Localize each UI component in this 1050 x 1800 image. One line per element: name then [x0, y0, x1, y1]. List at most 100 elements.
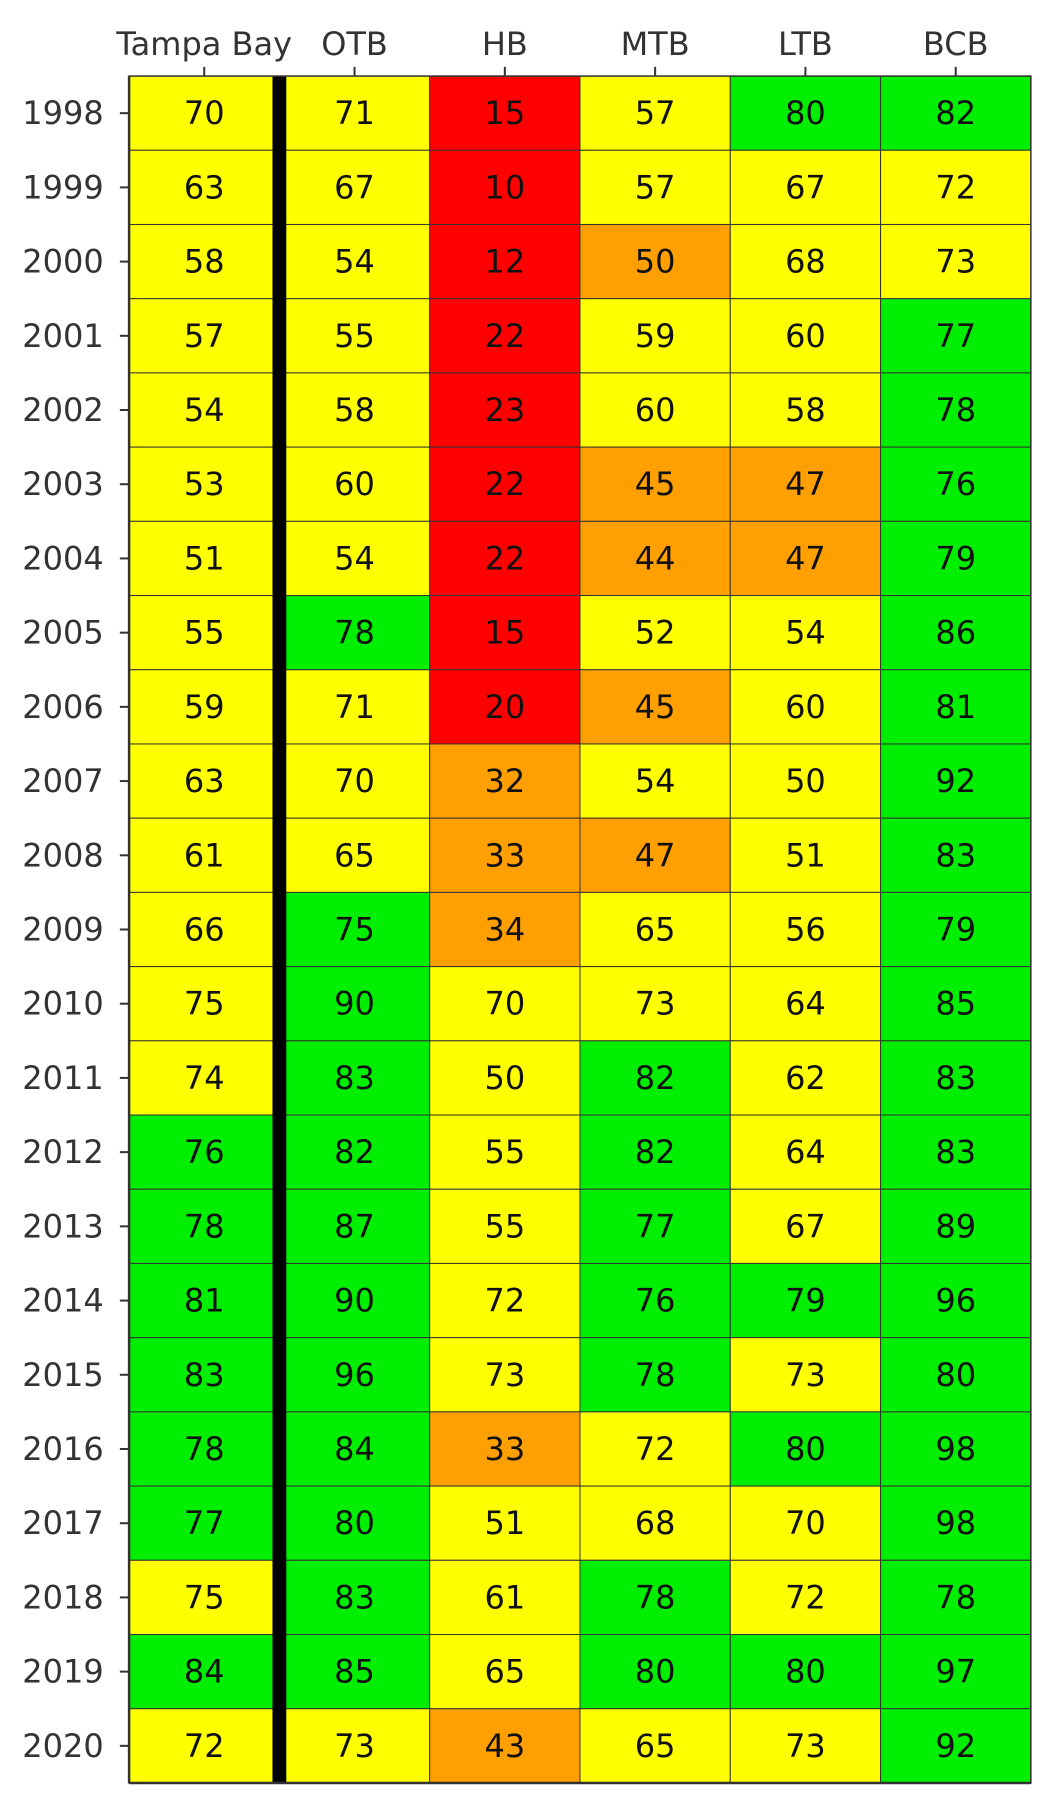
cell-value-label: 74 [184, 1059, 225, 1097]
heatmap-cell-2012-otb [278, 1114, 431, 1190]
heatmap-cell-2009-hb [429, 891, 581, 968]
heatmap-cell-2007-hb [429, 743, 581, 819]
cell-value-label: 75 [184, 1578, 225, 1616]
cell-value-label: 89 [935, 1207, 976, 1245]
cell-value-label: 55 [184, 614, 225, 652]
cell-value-label: 67 [785, 168, 826, 206]
cell-value-label: 83 [935, 1133, 976, 1171]
heatmap-cell-2006-bcb [880, 669, 1032, 745]
heatmap-cell-2017-tampa-bay [128, 1485, 280, 1561]
cell-value-label: 78 [635, 1356, 676, 1394]
heatmap-cell-1999-otb [278, 149, 431, 225]
cell-value-label: 79 [785, 1282, 826, 1320]
cell-value-label: 45 [635, 465, 676, 503]
cell-value-label: 79 [935, 911, 976, 949]
row-label-2011: 2011 [22, 1059, 103, 1097]
cell-value-label: 33 [484, 836, 525, 874]
heatmap-cell-1999-hb [429, 149, 581, 225]
cell-value-label: 63 [184, 762, 225, 800]
cell-value-label: 47 [635, 836, 676, 874]
chart-overlay [127, 75, 1032, 1785]
cell-value-label: 55 [484, 1133, 525, 1171]
row-label-2000: 2000 [22, 243, 103, 281]
cell-value-label: 53 [184, 465, 225, 503]
cell-value-label: 51 [785, 836, 826, 874]
cell-value-label: 85 [935, 985, 976, 1023]
heatmap-cell-2000-tampa-bay [128, 223, 280, 300]
heatmap-cell-2001-bcb [880, 298, 1032, 374]
row-labels: 1998 1999 2000 2001 2002 2003 2004 2005 2006 2007… [22, 94, 130, 1765]
cell-value-label: 44 [635, 539, 676, 577]
heatmap-cell-2019-mtb [579, 1634, 731, 1710]
heatmap-cell-2019-tampa-bay [128, 1634, 280, 1710]
cell-value-label: 22 [484, 539, 525, 577]
cell-value-label: 65 [635, 1727, 676, 1765]
heatmap-cell-2016-mtb [579, 1411, 731, 1487]
heatmap-cell-2015-ltb [729, 1337, 882, 1413]
heatmap-cell-1999-ltb [729, 149, 882, 225]
heatmap-cell-2011-hb [429, 1040, 581, 1116]
row-label-2014: 2014 [22, 1282, 103, 1320]
cell-value-label: 97 [935, 1653, 976, 1691]
column-labels: Tampa Bay OTB HB MTB LTB BCB [115, 25, 989, 77]
heatmap-cell-2016-bcb [880, 1411, 1032, 1487]
cell-value-label: 47 [785, 539, 826, 577]
heatmap-cells [128, 75, 1032, 1784]
heatmap-cell-2000-hb [429, 223, 581, 300]
heatmap-cell-1998-tampa-bay [128, 75, 280, 151]
heatmap-cell-2012-tampa-bay [128, 1114, 280, 1190]
row-label-2005: 2005 [22, 614, 103, 652]
cell-value-label: 79 [935, 539, 976, 577]
heatmap-cell-2008-hb [429, 817, 581, 893]
cell-value-label: 70 [484, 985, 525, 1023]
row-label-2012: 2012 [22, 1133, 103, 1171]
cell-value-label: 87 [334, 1207, 375, 1245]
heatmap-cell-2005-hb [429, 595, 581, 671]
cell-value-label: 65 [334, 836, 375, 874]
cell-value-label: 72 [935, 168, 976, 206]
cell-value-label: 20 [484, 688, 525, 726]
heatmap-cell-2010-mtb [579, 966, 731, 1042]
cell-value-label: 92 [935, 762, 976, 800]
heatmap-cell-2013-mtb [579, 1188, 731, 1264]
heatmap-cell-2018-tampa-bay [128, 1559, 280, 1636]
cell-value-label: 73 [785, 1356, 826, 1394]
heatmap-cell-2006-mtb [579, 669, 731, 745]
cell-value-label: 81 [184, 1282, 225, 1320]
cell-value-label: 70 [184, 94, 225, 132]
heatmap-cell-2003-ltb [729, 446, 882, 522]
cell-value-label: 50 [484, 1059, 525, 1097]
cell-value-label: 22 [484, 317, 525, 355]
cell-value-label: 98 [935, 1430, 976, 1468]
cell-value-label: 61 [484, 1578, 525, 1616]
cell-value-label: 10 [484, 168, 525, 206]
column-label-otb: OTB [321, 25, 388, 63]
heatmap-cell-2014-otb [278, 1262, 431, 1339]
cell-value-label: 80 [635, 1653, 676, 1691]
cell-value-label: 51 [184, 539, 225, 577]
heatmap-cell-2014-tampa-bay [128, 1262, 280, 1339]
heatmap-cell-2017-hb [429, 1485, 581, 1561]
heatmap-cell-2012-mtb [579, 1114, 731, 1190]
cell-value-label: 78 [935, 1578, 976, 1616]
cell-value-label: 32 [484, 762, 525, 800]
cell-value-label: 63 [184, 168, 225, 206]
cell-value-label: 98 [935, 1504, 976, 1542]
cell-value-label: 78 [935, 391, 976, 429]
heatmap-cell-2014-ltb [729, 1262, 882, 1339]
row-label-2017: 2017 [22, 1504, 103, 1542]
cell-value-label: 70 [334, 762, 375, 800]
cell-value-label: 47 [785, 465, 826, 503]
cell-value-label: 85 [334, 1653, 375, 1691]
cell-value-label: 55 [484, 1207, 525, 1245]
cell-value-label: 60 [785, 688, 826, 726]
cell-value-label: 54 [785, 614, 826, 652]
row-label-2018: 2018 [22, 1578, 103, 1616]
cell-value-label: 23 [484, 391, 525, 429]
heatmap-cell-2005-ltb [729, 595, 882, 671]
row-label-2009: 2009 [22, 911, 103, 949]
heatmap-cell-1998-mtb [579, 75, 731, 151]
column-label-tampa-bay: Tampa Bay [115, 25, 292, 63]
heatmap-cell-1999-mtb [579, 149, 731, 225]
